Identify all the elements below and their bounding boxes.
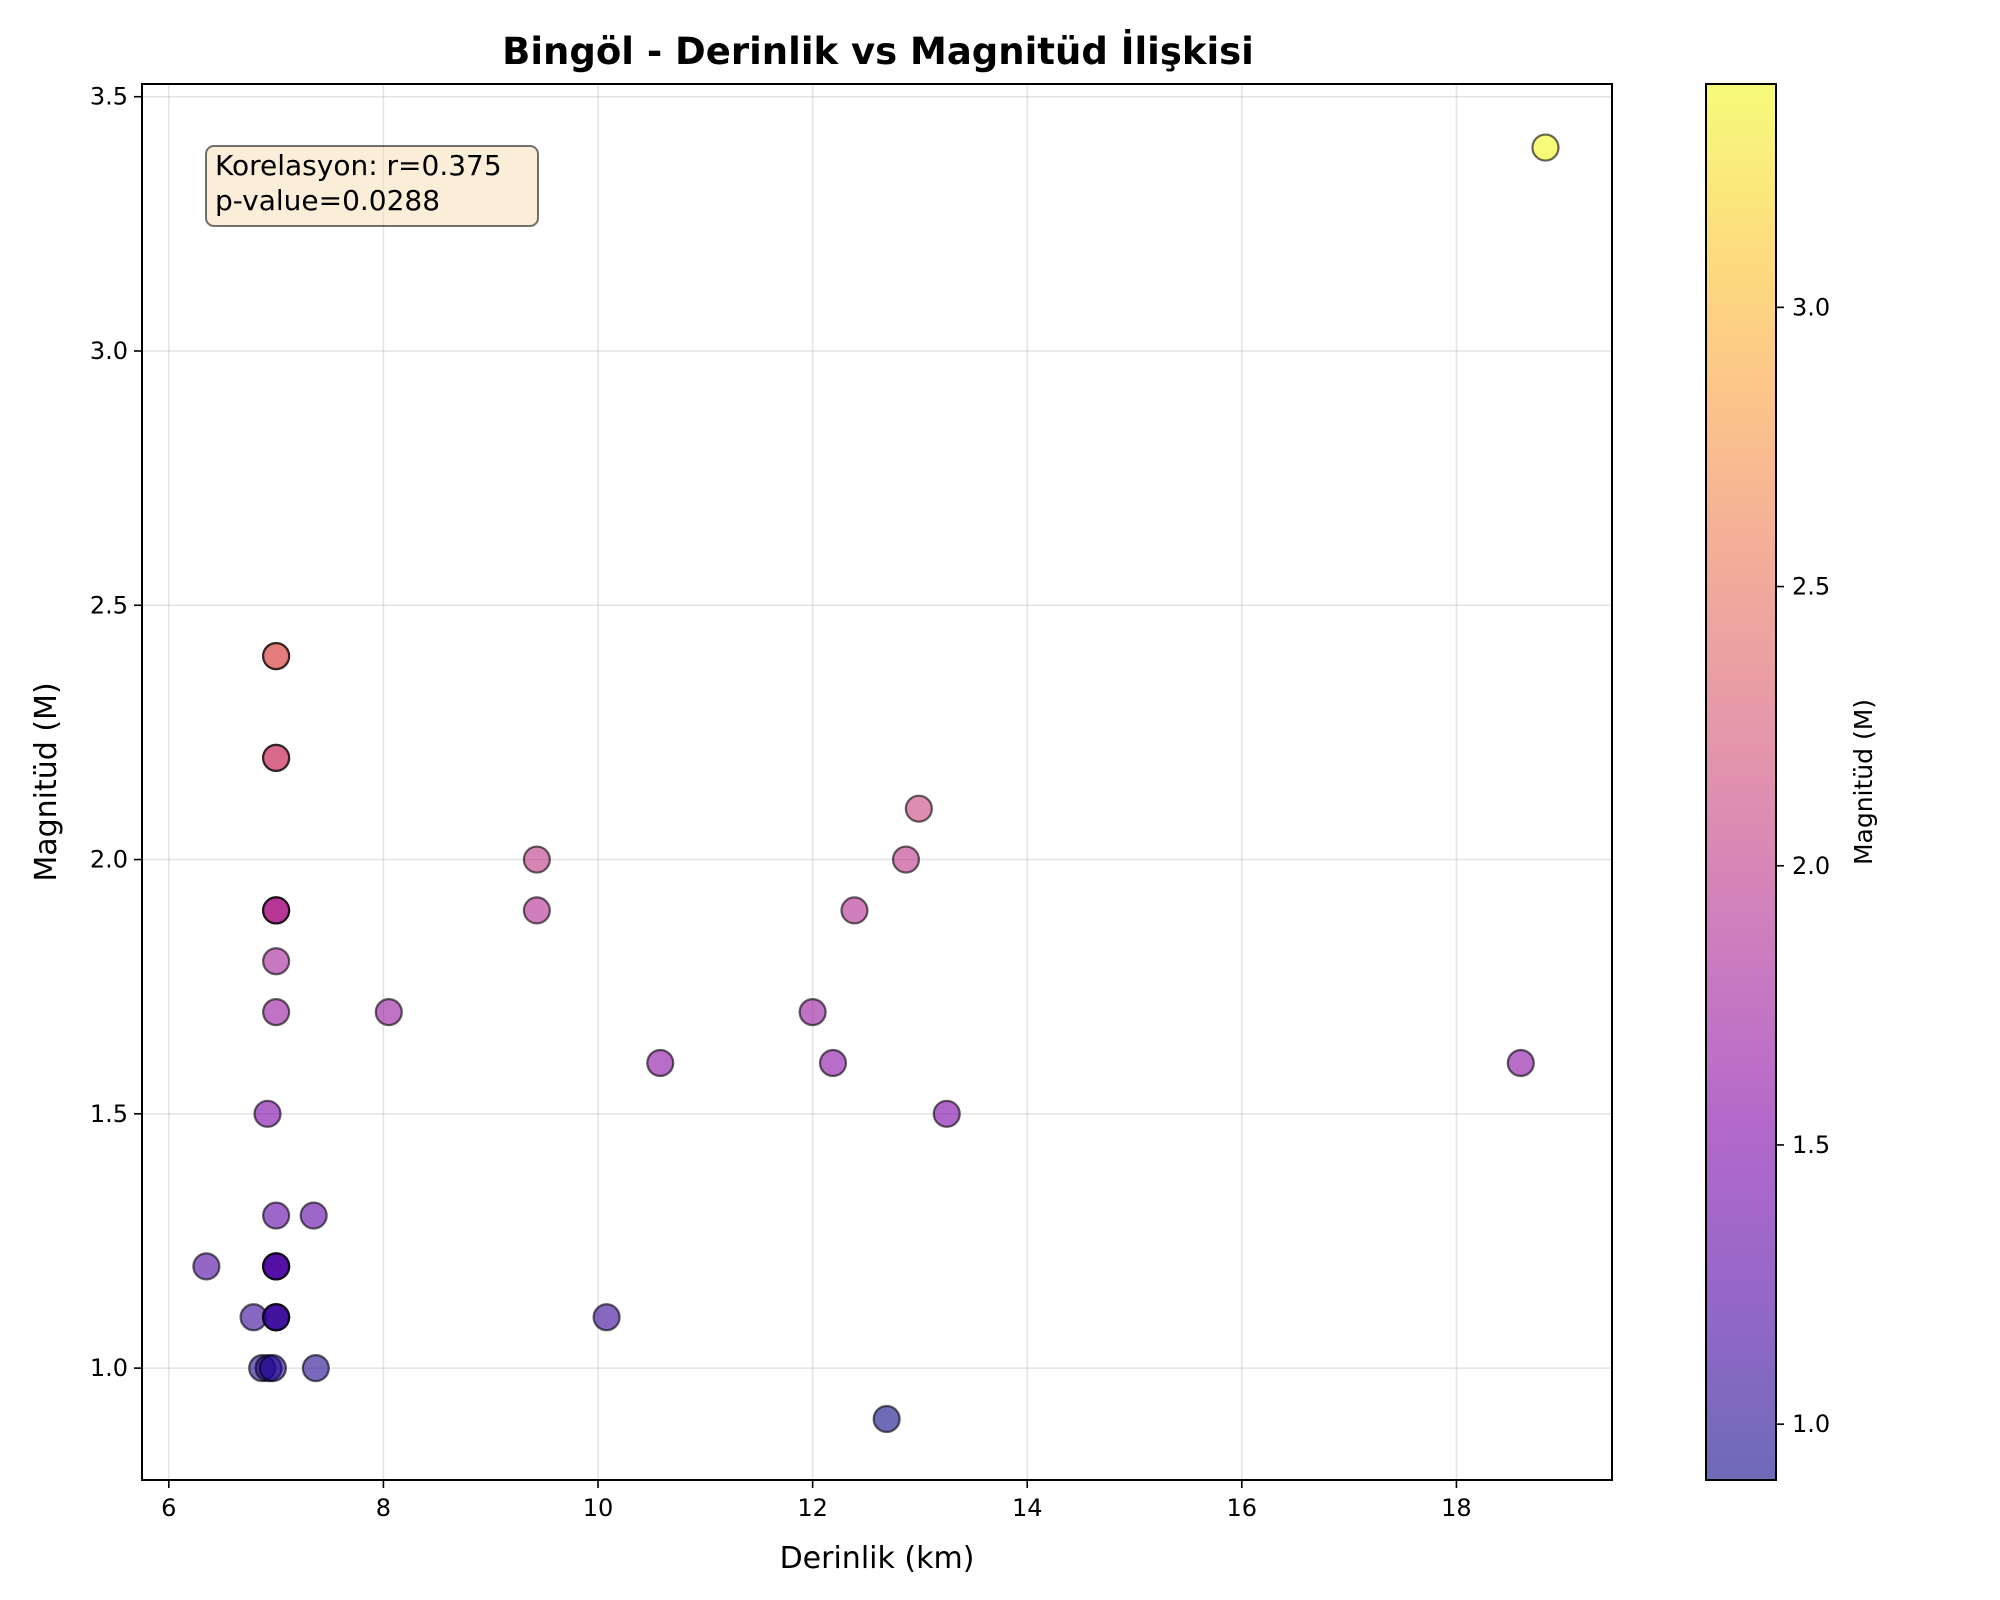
colorbar-tick-label-4: 3.0: [1792, 293, 1830, 321]
data-point-2: [262, 642, 291, 671]
y-tick-label-1: 1.5: [90, 1100, 128, 1128]
data-point-17: [646, 1048, 675, 1078]
colorbar-tick-label-3: 2.5: [1792, 573, 1830, 601]
data-point-5: [904, 794, 933, 823]
y-tick-label-4: 3.0: [90, 337, 128, 365]
data-point-27: [262, 1252, 291, 1281]
chart-title: Bingöl - Derinlik vs Magnitüd İlişkisi: [502, 29, 1254, 73]
colorbar-frame: [1705, 83, 1777, 1481]
data-point-23: [299, 1201, 328, 1230]
y-axis-label: Magnitüd (M): [29, 682, 64, 881]
data-point-13: [262, 947, 291, 976]
y-tick-label-5: 3.5: [90, 83, 128, 111]
data-point-6: [522, 845, 551, 874]
y-axis-ticks: 1.0 1.5 2.0 2.5 3.0 3.5: [90, 83, 142, 1382]
annotation-correlation: Korelasyon: r=0.375: [215, 149, 502, 182]
data-point-11: [522, 896, 551, 925]
colorbar: 1.0 1.5 2.0 2.5 3.0 Magnitüd (M): [1705, 83, 1878, 1481]
data-point-7: [891, 845, 921, 874]
data-point-21: [932, 1099, 961, 1128]
x-tick-label-0: 6: [161, 1494, 176, 1522]
data-point-10: [262, 896, 291, 925]
data-point-18: [818, 1048, 848, 1078]
grid-lines: [142, 84, 1612, 1480]
plot-frame: [141, 83, 1613, 1481]
colorbar-tick-label-0: 1.0: [1792, 1410, 1830, 1438]
data-point-32: [592, 1303, 621, 1332]
data-point-36: [301, 1354, 330, 1383]
x-tick-label-2: 10: [583, 1494, 614, 1522]
data-point-4: [262, 743, 291, 772]
data-point-16: [798, 998, 827, 1027]
x-tick-label-3: 12: [797, 1494, 828, 1522]
correlation-annotation: Korelasyon: r=0.375 p-value=0.0288: [205, 145, 539, 227]
data-point-22: [262, 1201, 291, 1230]
colorbar-tick-label-2: 2.0: [1792, 852, 1830, 880]
data-point-19: [1506, 1048, 1535, 1078]
y-tick-label-2: 2.0: [90, 846, 128, 874]
data-point-14: [262, 998, 291, 1027]
annotation-p-value: p-value=0.0288: [215, 184, 440, 217]
data-point-0: [1531, 133, 1560, 162]
data-point-20: [253, 1099, 282, 1128]
colorbar-label: Magnitüd (M): [1849, 699, 1878, 865]
x-axis-label: Derinlik (km): [780, 1541, 975, 1576]
colorbar-ticks: 1.0 1.5 2.0 2.5 3.0: [1776, 293, 1830, 1438]
data-points: [192, 133, 1560, 1434]
x-tick-label-4: 14: [1012, 1494, 1043, 1522]
colorbar-tick-label-1: 1.5: [1792, 1131, 1830, 1159]
data-point-35: [258, 1354, 288, 1383]
x-tick-label-1: 8: [376, 1494, 391, 1522]
y-tick-label-0: 1.0: [90, 1354, 128, 1382]
data-point-37: [872, 1404, 901, 1434]
colorbar-gradient: [1706, 84, 1776, 1480]
y-tick-label-3: 2.5: [90, 591, 128, 619]
annotation-box: [205, 145, 539, 227]
x-tick-label-5: 16: [1227, 1494, 1258, 1522]
data-point-24: [192, 1252, 221, 1281]
x-axis-ticks: 6 8 10 12 14 16 18: [161, 1480, 1472, 1522]
data-point-12: [840, 896, 869, 925]
data-point-31: [262, 1303, 291, 1332]
data-point-15: [374, 998, 403, 1027]
x-tick-label-6: 18: [1441, 1494, 1472, 1522]
